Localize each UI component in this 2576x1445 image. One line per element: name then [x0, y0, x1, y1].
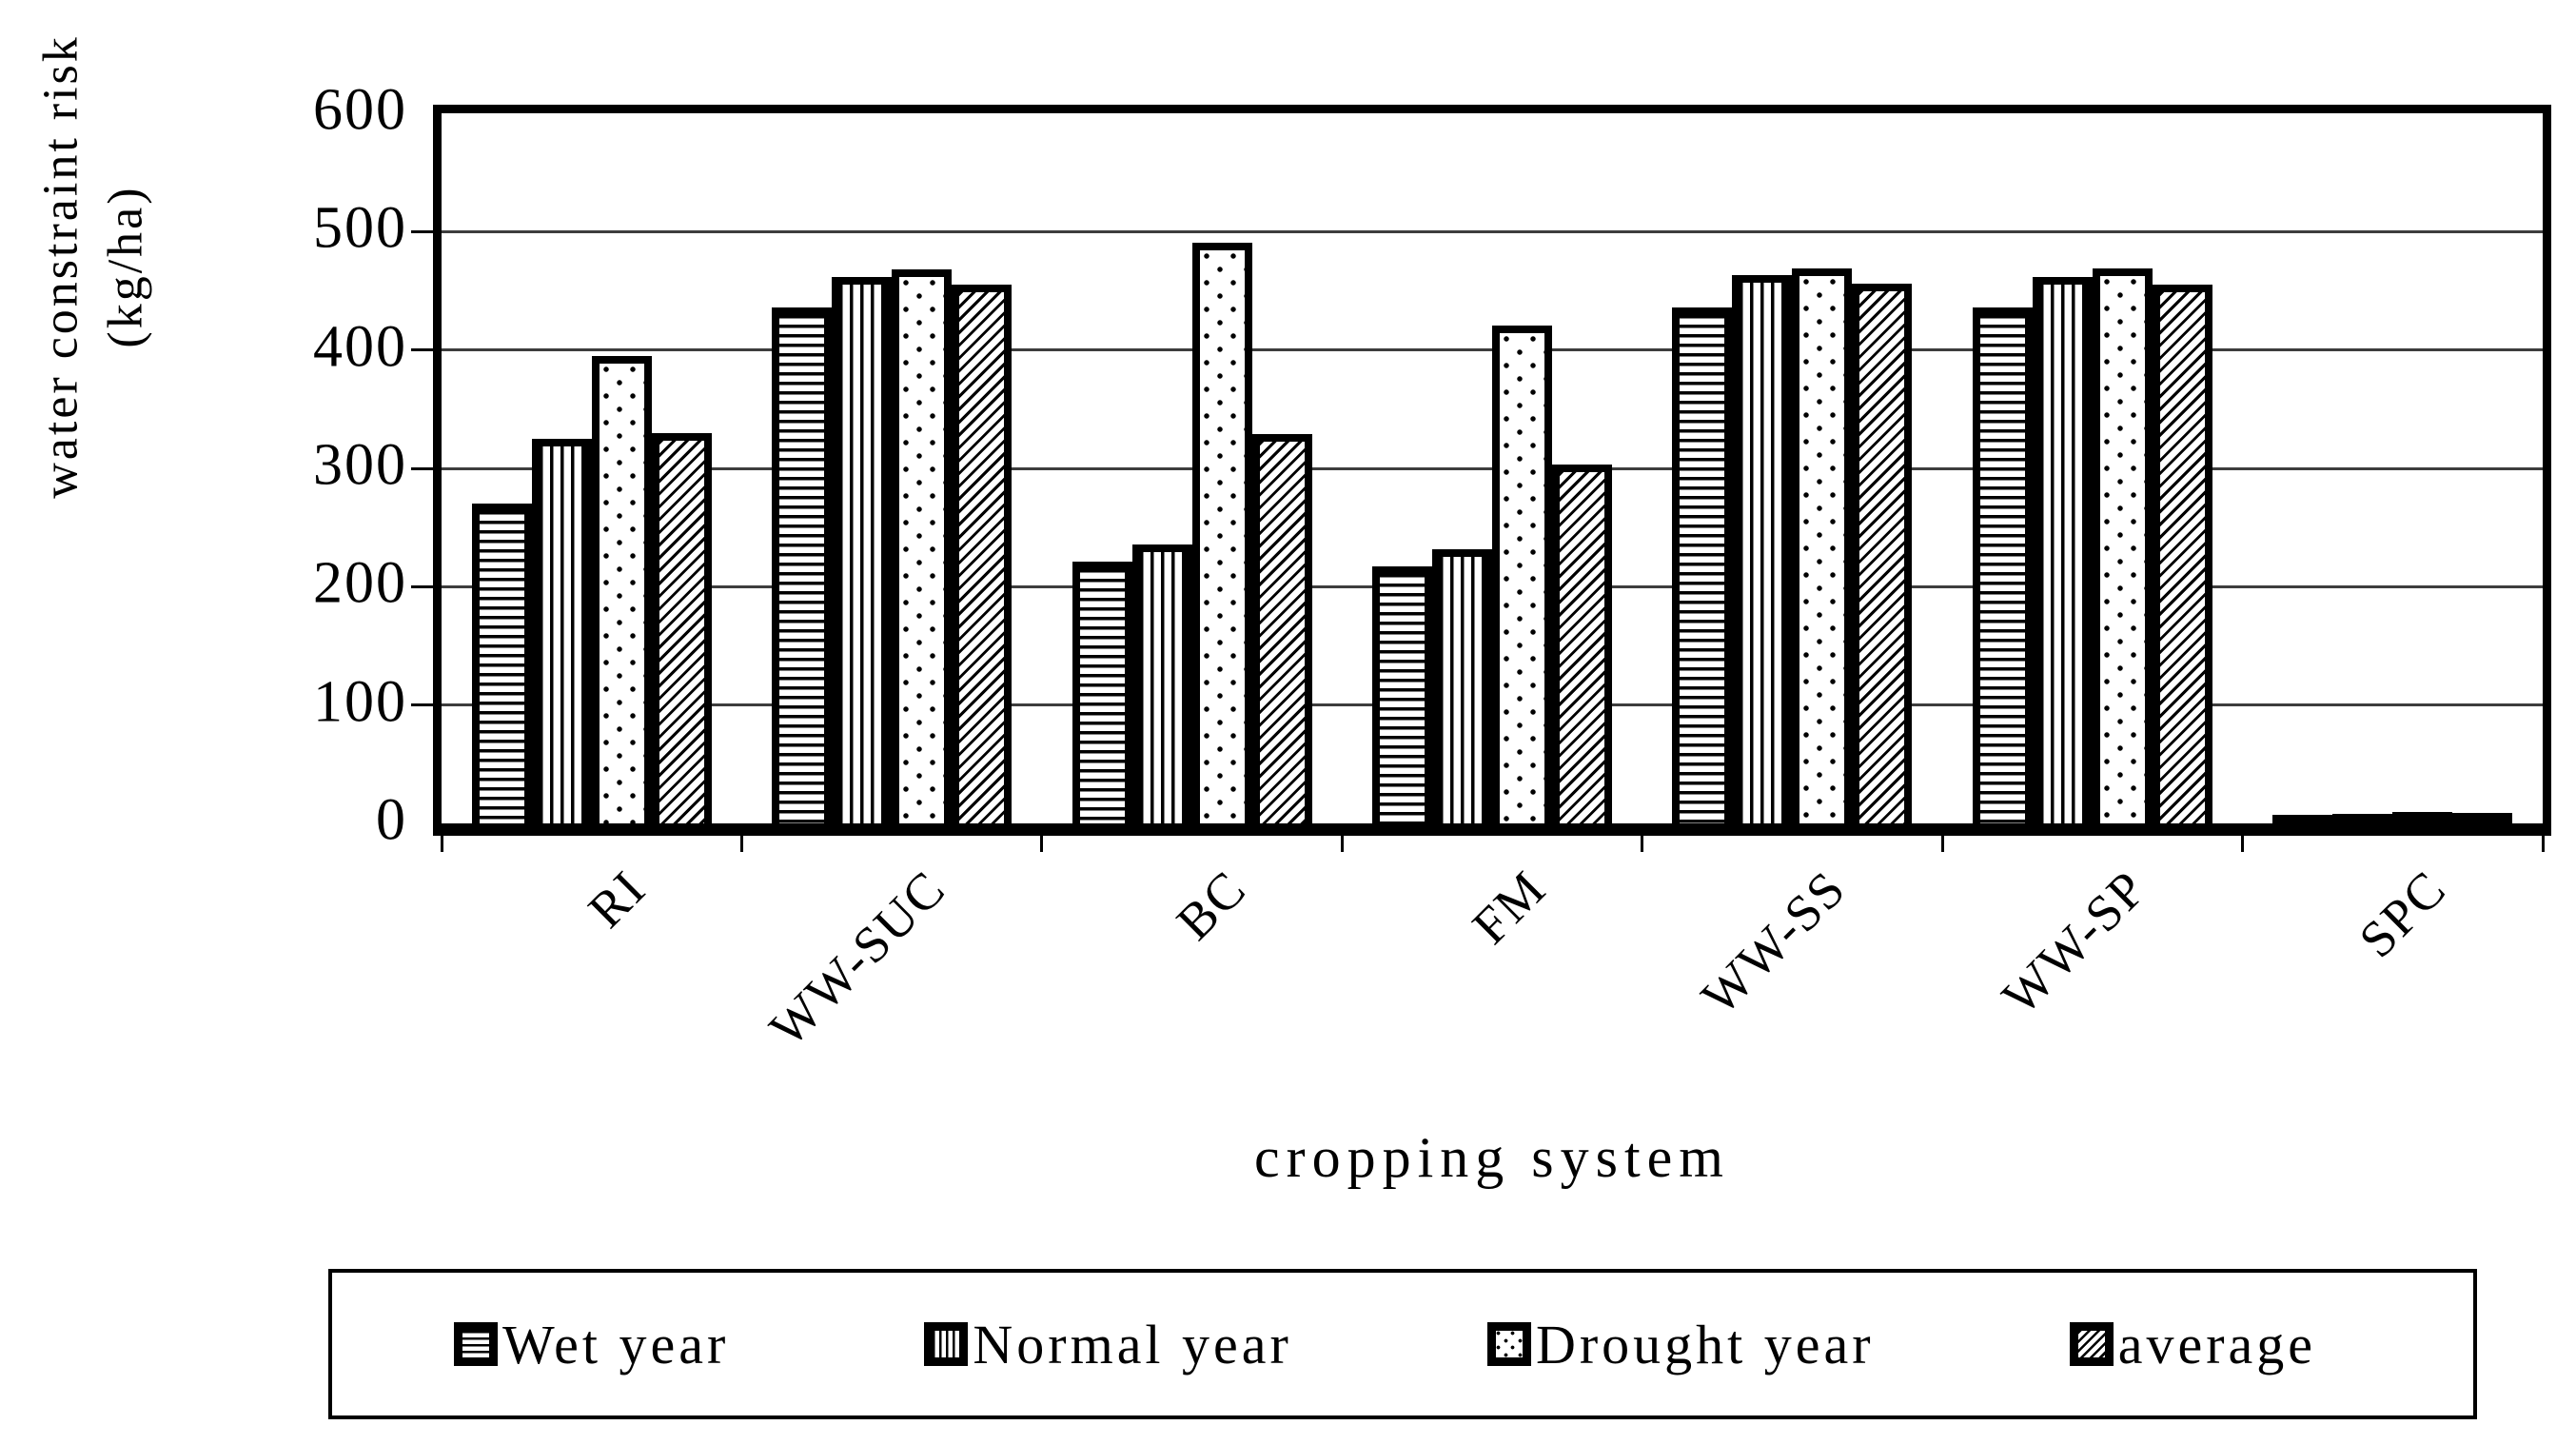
bar-normal-year-WW-SS — [1732, 275, 1793, 823]
x-tick-mark-0 — [440, 836, 443, 852]
legend-entry-wet-year: Wet year — [454, 1313, 729, 1376]
bar-wet-year-RI — [471, 504, 532, 823]
legend-swatch-dots — [1486, 1322, 1531, 1366]
x-tick-mark-6 — [2241, 836, 2245, 852]
bar-average-SPC — [2452, 812, 2513, 823]
bar-average-BC — [1251, 433, 1312, 823]
bar-average-RI — [651, 432, 712, 823]
legend-swatch-horizontal-lines — [454, 1322, 498, 1366]
bar-normal-year-SPC — [2332, 814, 2393, 823]
x-category-label-SPC: SPC — [2348, 859, 2458, 969]
bar-drought-year-BC — [1191, 242, 1252, 823]
x-category-label-WW-SS: WW-SS — [1690, 859, 1858, 1026]
x-tick-mark-4 — [1641, 836, 1644, 852]
y-tick-mark-400 — [411, 348, 433, 352]
x-tick-mark-7 — [2541, 836, 2545, 852]
bar-wet-year-BC — [1072, 562, 1132, 823]
legend-entry-average: average — [2069, 1313, 2316, 1376]
y-axis-title-line2: (kg/ha) — [97, 185, 152, 348]
x-axis-title: cropping system — [1254, 1126, 1730, 1189]
x-category-label-FM: FM — [1461, 859, 1558, 956]
y-axis-title: water constraint risk (kg/ha) — [0, 0, 186, 533]
bar-normal-year-FM — [1432, 548, 1492, 823]
bar-drought-year-FM — [1492, 325, 1552, 823]
bar-drought-year-WW-SS — [1792, 267, 1853, 823]
legend-swatch-vertical-lines — [924, 1322, 969, 1366]
y-tick-label-500: 500 — [313, 195, 407, 261]
y-tick-label-600: 600 — [313, 77, 407, 143]
x-category-label-WW-SP: WW-SP — [1991, 859, 2157, 1026]
bar-average-FM — [1552, 465, 1612, 823]
bar-wet-year-WW-SP — [1972, 307, 2033, 823]
bar-normal-year-BC — [1131, 544, 1192, 823]
x-tick-mark-3 — [1340, 836, 1344, 852]
bar-normal-year-RI — [531, 438, 592, 823]
y-axis-title-line1: water constraint risk — [32, 34, 88, 499]
x-tick-mark-2 — [1040, 836, 1044, 852]
x-category-label-WW-SUC: WW-SUC — [758, 859, 957, 1058]
x-category-label-BC: BC — [1165, 859, 1257, 951]
legend-entry-normal-year: Normal year — [924, 1313, 1291, 1376]
bar-wet-year-WW-SUC — [772, 307, 833, 823]
legend: Wet year Normal year Drought year average — [328, 1269, 2477, 1419]
legend-label: Wet year — [502, 1313, 730, 1376]
bar-drought-year-RI — [591, 355, 652, 823]
y-tick-label-100: 100 — [313, 669, 407, 735]
bar-wet-year-SPC — [2272, 815, 2333, 823]
x-category-label-RI: RI — [577, 859, 657, 940]
bar-average-WW-SS — [1852, 284, 1913, 823]
x-tick-mark-5 — [1940, 836, 1944, 852]
y-tick-mark-100 — [411, 703, 433, 707]
bar-wet-year-FM — [1372, 566, 1432, 823]
x-tick-mark-1 — [739, 836, 743, 852]
y-tick-mark-500 — [411, 229, 433, 233]
y-tick-label-0: 0 — [376, 787, 407, 853]
bar-average-WW-SP — [2152, 285, 2212, 823]
y-tick-label-400: 400 — [313, 314, 407, 380]
legend-label: Normal year — [973, 1313, 1292, 1376]
bar-drought-year-WW-SP — [2092, 267, 2153, 823]
bar-average-WW-SUC — [952, 285, 1013, 823]
bar-wet-year-WW-SS — [1672, 307, 1733, 823]
y-tick-mark-200 — [411, 584, 433, 588]
legend-swatch-diagonal-lines — [2069, 1322, 2114, 1366]
bar-drought-year-WW-SUC — [892, 269, 953, 823]
legend-label: average — [2117, 1313, 2316, 1376]
bar-normal-year-WW-SP — [2032, 276, 2093, 823]
legend-label: Drought year — [1535, 1313, 1875, 1376]
y-tick-label-200: 200 — [313, 550, 407, 616]
gridline-500 — [442, 229, 2543, 233]
bar-drought-year-SPC — [2392, 811, 2453, 823]
bar-normal-year-WW-SUC — [832, 276, 893, 823]
y-tick-label-300: 300 — [313, 432, 407, 498]
y-tick-mark-300 — [411, 466, 433, 470]
plot-area — [433, 105, 2551, 836]
legend-entry-drought-year: Drought year — [1486, 1313, 1875, 1376]
